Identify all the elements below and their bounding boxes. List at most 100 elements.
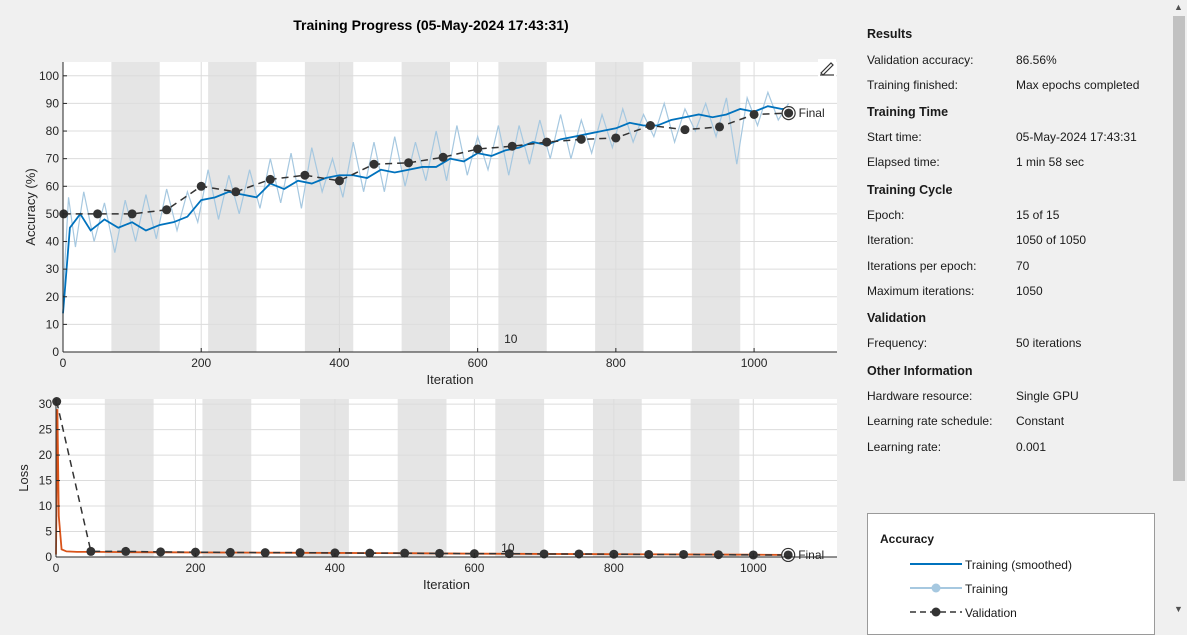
max-iterations-label: Maximum iterations: bbox=[867, 284, 975, 298]
validation-point bbox=[121, 546, 131, 556]
results-heading: Results bbox=[867, 27, 913, 41]
epoch-label: Epoch: bbox=[867, 208, 905, 222]
training-progress-figure: Training Progress (05-May-2024 17:43:31)… bbox=[16, 17, 837, 592]
validation-point bbox=[300, 170, 310, 180]
legend-item-training-smoothed: Training (smoothed) bbox=[868, 554, 1148, 574]
validation-point bbox=[231, 187, 241, 197]
legend-swatch-training bbox=[910, 583, 962, 593]
iterations-per-epoch-value: 70 bbox=[1016, 259, 1030, 273]
validation-point bbox=[679, 549, 689, 559]
y-tick-label: 70 bbox=[46, 152, 60, 166]
y-tick-label: 0 bbox=[45, 550, 52, 564]
y-axis-label: Accuracy (%) bbox=[23, 168, 38, 245]
epoch-band bbox=[202, 399, 252, 557]
epoch-band bbox=[397, 399, 447, 557]
validation-point bbox=[783, 550, 793, 560]
vertical-scrollbar[interactable]: ▲ ▼ bbox=[1171, 0, 1187, 619]
other-info-heading: Other Information bbox=[867, 364, 973, 378]
epoch-band bbox=[592, 399, 642, 557]
validation-point bbox=[404, 158, 414, 168]
validation-point bbox=[576, 134, 586, 144]
validation-point bbox=[330, 548, 340, 558]
x-tick-label: 1000 bbox=[741, 356, 768, 370]
loss-plot: Final 10 0 200 400 600 800 1000 0 5 10 15 20 25 30 Iter… bbox=[16, 397, 837, 592]
validation-heading: Validation bbox=[867, 311, 927, 325]
x-tick-label: 400 bbox=[325, 561, 345, 575]
legend-swatch-smoothed bbox=[910, 563, 962, 565]
scrollbar-thumb[interactable] bbox=[1173, 16, 1185, 481]
validation-point bbox=[680, 125, 690, 135]
y-tick-label: 80 bbox=[46, 124, 60, 138]
validation-accuracy-label: Validation accuracy: bbox=[867, 53, 974, 67]
validation-point bbox=[52, 397, 62, 407]
max-iterations-value: 1050 bbox=[1016, 284, 1043, 298]
validation-point bbox=[473, 144, 483, 154]
y-tick-label: 0 bbox=[52, 345, 59, 359]
validation-point bbox=[365, 548, 375, 558]
x-axis-label: Iteration bbox=[423, 577, 470, 592]
validation-point bbox=[156, 547, 166, 557]
x-tick-label: 0 bbox=[60, 356, 67, 370]
legend-swatch-validation bbox=[910, 607, 962, 617]
epoch-band bbox=[300, 399, 349, 557]
x-tick-label: 800 bbox=[604, 561, 624, 575]
y-axis-label: Loss bbox=[16, 464, 31, 492]
x-tick-label: 0 bbox=[53, 561, 60, 575]
scroll-up-icon[interactable]: ▲ bbox=[1174, 2, 1183, 12]
training-finished-value: Max epochs completed bbox=[1016, 78, 1140, 92]
x-tick-label: 600 bbox=[468, 356, 488, 370]
legend-title: Accuracy bbox=[880, 532, 935, 546]
export-icon[interactable] bbox=[818, 59, 836, 77]
validation-accuracy-value: 86.56% bbox=[1016, 53, 1057, 67]
epoch-band bbox=[498, 62, 547, 352]
validation-point bbox=[93, 209, 103, 219]
training-finished-label: Training finished: bbox=[867, 78, 958, 92]
epoch-band bbox=[104, 399, 154, 557]
validation-point bbox=[369, 159, 379, 169]
validation-point bbox=[784, 108, 794, 118]
epoch-number-label: 10 bbox=[501, 541, 515, 555]
validation-point bbox=[713, 550, 723, 560]
learning-rate-label: Learning rate: bbox=[867, 440, 942, 454]
validation-point bbox=[225, 547, 235, 557]
hardware-value: Single GPU bbox=[1016, 389, 1079, 403]
validation-point bbox=[507, 141, 517, 151]
y-tick-label: 30 bbox=[46, 262, 60, 276]
x-tick-label: 200 bbox=[185, 561, 205, 575]
validation-point bbox=[127, 209, 137, 219]
validation-point bbox=[645, 121, 655, 131]
y-tick-label: 25 bbox=[39, 423, 53, 437]
x-tick-label: 800 bbox=[606, 356, 626, 370]
elapsed-time-label: Elapsed time: bbox=[867, 155, 940, 169]
y-tick-label: 60 bbox=[46, 179, 60, 193]
legend-item-training: Training bbox=[868, 578, 1148, 598]
validation-point bbox=[749, 109, 759, 119]
epoch-band bbox=[304, 62, 354, 352]
y-tick-label: 5 bbox=[45, 525, 52, 539]
scroll-down-icon[interactable]: ▼ bbox=[1174, 604, 1183, 614]
validation-point bbox=[438, 152, 448, 162]
validation-point bbox=[574, 549, 584, 559]
validation-point bbox=[260, 548, 270, 558]
legend-item-validation: Validation bbox=[868, 602, 1148, 622]
validation-point bbox=[504, 549, 514, 559]
x-tick-label: 400 bbox=[329, 356, 349, 370]
x-axis-label: Iteration bbox=[427, 372, 474, 387]
legend-label-training: Training bbox=[965, 582, 1008, 596]
epoch-value: 15 of 15 bbox=[1016, 208, 1060, 222]
figure-title: Training Progress (05-May-2024 17:43:31) bbox=[293, 17, 568, 33]
epoch-band bbox=[495, 399, 545, 557]
validation-point bbox=[644, 549, 654, 559]
start-time-value: 05-May-2024 17:43:31 bbox=[1016, 130, 1137, 144]
validation-point bbox=[196, 181, 206, 191]
epoch-band bbox=[401, 62, 450, 352]
epoch-band bbox=[595, 62, 644, 352]
epoch-number-label: 10 bbox=[504, 332, 518, 346]
validation-point bbox=[715, 122, 725, 132]
epoch-band bbox=[691, 62, 741, 352]
iteration-label: Iteration: bbox=[867, 233, 914, 247]
y-tick-label: 90 bbox=[46, 96, 60, 110]
validation-point bbox=[400, 548, 410, 558]
training-smoothed-line bbox=[62, 105, 789, 314]
